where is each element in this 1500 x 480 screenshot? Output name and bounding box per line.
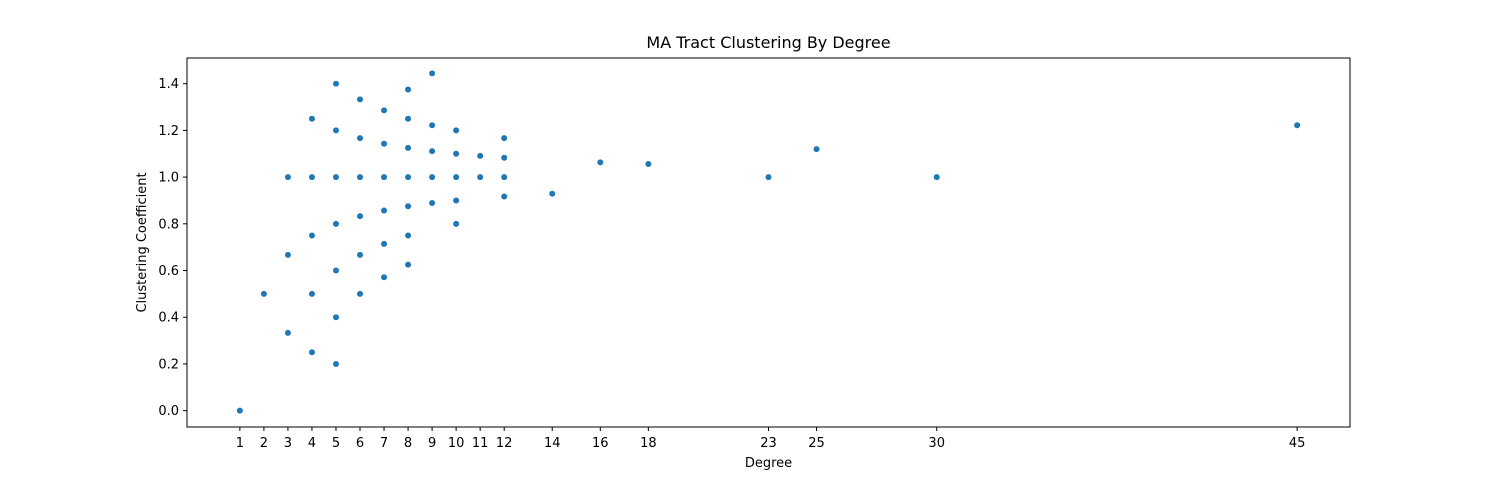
data-point <box>477 152 484 159</box>
x-tick-label: 12 <box>496 436 513 451</box>
data-point <box>405 261 412 268</box>
data-point <box>357 290 364 297</box>
x-axis-label: Degree <box>745 456 792 471</box>
data-point <box>332 174 339 181</box>
x-tick-label: 14 <box>544 436 561 451</box>
data-point <box>813 146 820 153</box>
data-point <box>284 329 291 336</box>
y-tick-label: 1.2 <box>158 124 179 139</box>
data-point <box>381 207 388 214</box>
data-point <box>308 174 315 181</box>
x-tick-label: 16 <box>592 436 609 451</box>
data-point <box>332 360 339 367</box>
y-tick-label: 0.2 <box>158 357 179 372</box>
data-point <box>284 251 291 258</box>
x-tick-label: 3 <box>284 436 292 451</box>
data-point <box>357 96 364 103</box>
data-point <box>429 70 436 77</box>
x-tick-label: 8 <box>404 436 412 451</box>
y-tick-label: 0.6 <box>158 264 179 279</box>
x-tick-label: 7 <box>380 436 388 451</box>
x-tick-label: 18 <box>640 436 657 451</box>
data-point <box>501 174 508 181</box>
data-point <box>933 174 940 181</box>
x-axis-ticks: 1 2 3 4 5 6 7 8 9 10 11 12 14 16 18 23 25 30 45 <box>236 427 1306 451</box>
y-axis-label: Clustering Coefficient <box>135 172 150 312</box>
data-point <box>308 290 315 297</box>
x-tick-label: 4 <box>308 436 316 451</box>
plot-area-frame <box>186 57 1351 428</box>
y-tick-label: 0.8 <box>158 217 179 232</box>
data-point <box>332 314 339 321</box>
data-point <box>381 240 388 247</box>
y-tick-label: 0.4 <box>158 311 179 326</box>
data-point <box>381 274 388 281</box>
data-point <box>284 174 291 181</box>
data-point <box>381 174 388 181</box>
data-point <box>381 140 388 147</box>
data-point <box>357 213 364 220</box>
data-point <box>405 115 412 122</box>
data-point <box>765 174 772 181</box>
x-tick-label: 2 <box>260 436 268 451</box>
data-point <box>501 193 508 200</box>
x-tick-label: 6 <box>356 436 364 451</box>
data-point <box>453 220 460 227</box>
data-point <box>477 174 484 181</box>
data-point <box>453 174 460 181</box>
data-point <box>357 251 364 258</box>
x-tick-label: 10 <box>448 436 465 451</box>
data-point <box>308 232 315 239</box>
chart-title: MA Tract Clustering By Degree <box>646 33 890 52</box>
data-point <box>357 135 364 142</box>
data-point <box>332 267 339 274</box>
data-point <box>357 174 364 181</box>
data-point <box>332 80 339 87</box>
data-point <box>429 122 436 129</box>
data-point <box>405 86 412 93</box>
data-point <box>332 127 339 134</box>
data-point <box>549 190 556 197</box>
data-point <box>429 174 436 181</box>
y-tick-label: 1.4 <box>158 77 179 92</box>
y-axis-ticks: 0.0 0.2 0.4 0.6 0.8 1.0 1.2 1.4 <box>158 77 187 419</box>
y-tick-label: 0.0 <box>158 404 179 419</box>
data-point <box>405 232 412 239</box>
data-point <box>308 349 315 356</box>
x-tick-label: 9 <box>428 436 436 451</box>
data-point <box>405 203 412 210</box>
x-tick-label: 25 <box>808 436 825 451</box>
x-tick-label: 45 <box>1289 436 1306 451</box>
x-tick-label: 11 <box>472 436 489 451</box>
x-tick-label: 23 <box>760 436 777 451</box>
data-point <box>453 150 460 157</box>
data-point <box>260 290 267 297</box>
data-point <box>453 197 460 204</box>
data-point <box>1294 122 1301 129</box>
x-tick-label: 30 <box>928 436 945 451</box>
x-tick-label: 5 <box>332 436 340 451</box>
x-tick-label: 1 <box>236 436 244 451</box>
data-point <box>405 174 412 181</box>
data-point <box>381 107 388 114</box>
data-points <box>236 70 1301 414</box>
data-point <box>597 159 604 166</box>
data-point <box>645 161 652 168</box>
data-point <box>405 144 412 151</box>
data-point <box>501 135 508 142</box>
data-point <box>453 127 460 134</box>
data-point <box>332 220 339 227</box>
data-point <box>429 200 436 207</box>
y-tick-label: 1.0 <box>158 171 179 186</box>
data-point <box>236 407 243 414</box>
data-point <box>429 148 436 155</box>
data-point <box>501 154 508 161</box>
data-point <box>308 115 315 122</box>
